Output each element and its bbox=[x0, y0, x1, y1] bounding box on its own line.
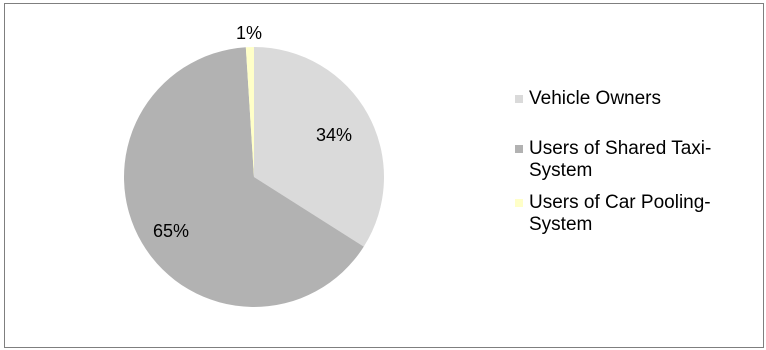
legend-label-vehicle-owners: Vehicle Owners bbox=[529, 88, 662, 109]
legend-item-car-pooling: Users of Car Pooling-System bbox=[515, 192, 744, 236]
pie-slice-users-of-car-pooling-system bbox=[245, 47, 254, 177]
pie-slice-users-of-shared-taxi-system bbox=[123, 47, 364, 307]
slice-label-2: 65% bbox=[153, 221, 189, 241]
slice-label-3: 1% bbox=[236, 23, 262, 43]
legend-label-car-pooling: Users of Car Pooling-System bbox=[529, 192, 711, 235]
legend-swatch-car-pooling bbox=[515, 199, 523, 207]
pie-chart: 34% 65% 1% bbox=[123, 23, 384, 307]
legend-label-shared-taxi: Users of Shared Taxi-System bbox=[529, 138, 712, 181]
pie-slice-vehicle-owners bbox=[254, 47, 384, 247]
legend-swatch-shared-taxi bbox=[515, 145, 523, 153]
legend-swatch-vehicle-owners bbox=[515, 95, 523, 103]
legend-item-shared-taxi: Users of Shared Taxi-System bbox=[515, 138, 744, 182]
chart-frame: 34% 65% 1% Vehicle Owners Users of Shared … bbox=[4, 3, 764, 348]
legend-item-vehicle-owners: Vehicle Owners bbox=[515, 88, 744, 110]
legend: Vehicle Owners Users of Shared Taxi-Syst… bbox=[515, 88, 744, 246]
slice-label-1: 34% bbox=[316, 125, 352, 145]
